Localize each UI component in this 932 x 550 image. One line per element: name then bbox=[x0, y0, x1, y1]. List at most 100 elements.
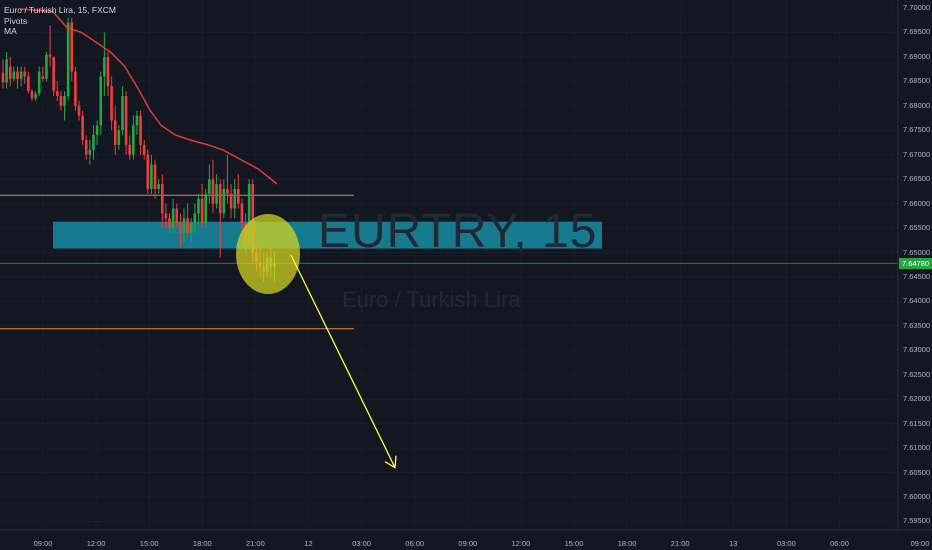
candle-body bbox=[70, 22, 74, 72]
candle-body bbox=[16, 71, 19, 79]
candle-body bbox=[229, 193, 233, 209]
time-tick-label: 09:00 bbox=[910, 539, 930, 548]
candle-body bbox=[84, 140, 88, 155]
legend-pivots[interactable]: Pivots bbox=[4, 15, 28, 26]
time-tick-label: 18:00 bbox=[617, 539, 637, 548]
candle-body bbox=[135, 115, 139, 126]
price-tick-label: 7.66500 bbox=[903, 174, 931, 184]
price-tick-label: 7.63500 bbox=[903, 320, 931, 330]
candle-body bbox=[88, 149, 92, 155]
current-price-badge: 7.64780 bbox=[899, 258, 932, 269]
moving-average-line bbox=[19, 8, 278, 185]
candle-body bbox=[23, 71, 27, 77]
time-tick-label: 15:00 bbox=[564, 539, 584, 548]
candle-body bbox=[186, 218, 189, 233]
candle-body bbox=[106, 56, 110, 87]
price-tick-label: 7.63000 bbox=[903, 345, 931, 355]
candle-body bbox=[175, 208, 179, 224]
time-tick-label: 12 bbox=[304, 539, 313, 548]
candle-body bbox=[150, 164, 153, 189]
moving-average-path bbox=[19, 8, 278, 185]
time-tick-label: 13 bbox=[729, 539, 738, 548]
pivot-lines[interactable] bbox=[0, 194, 354, 330]
candle-body bbox=[81, 115, 84, 141]
candle-body bbox=[237, 188, 240, 204]
price-tick-label: 7.68000 bbox=[903, 100, 931, 110]
candle-body bbox=[45, 54, 48, 79]
candle-body bbox=[160, 184, 164, 214]
candle-body bbox=[226, 188, 229, 194]
projection-arrow-line bbox=[290, 254, 396, 468]
candle-body bbox=[77, 105, 81, 116]
candle-body bbox=[30, 91, 34, 99]
candle-body bbox=[113, 120, 117, 145]
time-tick-label: 21:00 bbox=[246, 539, 265, 548]
candle-body bbox=[63, 96, 66, 106]
candle-body bbox=[74, 71, 77, 106]
candle-body bbox=[240, 203, 244, 224]
candle-body bbox=[99, 76, 103, 126]
candle-body bbox=[179, 223, 182, 233]
price-tick-label: 7.62000 bbox=[903, 394, 931, 404]
time-tick-label: 12:00 bbox=[511, 539, 531, 548]
candle-body bbox=[139, 115, 142, 145]
candle-body bbox=[211, 179, 215, 204]
support-zone bbox=[53, 221, 602, 249]
candle-body bbox=[233, 188, 236, 209]
drawing-annotations[interactable] bbox=[236, 214, 397, 469]
price-tick-label: 7.59500 bbox=[903, 516, 931, 526]
price-tick-label: 7.61500 bbox=[903, 418, 931, 428]
candle-body bbox=[27, 76, 30, 92]
candle-body bbox=[168, 218, 171, 229]
time-tick-label: 18:00 bbox=[192, 539, 212, 548]
candle-body bbox=[117, 130, 121, 145]
time-tick-label: 12:00 bbox=[86, 539, 106, 548]
candle-body bbox=[132, 125, 135, 155]
time-tick-label: 09:00 bbox=[458, 539, 478, 548]
candle-body bbox=[92, 135, 95, 150]
candle-body bbox=[95, 125, 99, 136]
time-tick-label: 06:00 bbox=[405, 539, 425, 548]
time-tick-label: 15:00 bbox=[139, 539, 159, 548]
candle-body bbox=[171, 208, 175, 229]
price-tick-label: 7.69000 bbox=[903, 51, 931, 61]
time-tick-label: 03:00 bbox=[777, 539, 796, 548]
candle-body bbox=[124, 96, 128, 145]
candle-body bbox=[103, 56, 106, 77]
candle-body bbox=[157, 184, 160, 189]
candle-body bbox=[5, 59, 8, 83]
support-zone-rectangle[interactable] bbox=[53, 221, 602, 249]
candle-body bbox=[189, 223, 193, 233]
candle-body bbox=[164, 213, 168, 219]
candle-body bbox=[200, 198, 204, 224]
candle-body bbox=[153, 164, 157, 189]
candle-body bbox=[19, 71, 23, 79]
price-tick-label: 7.67500 bbox=[903, 125, 931, 135]
price-tick-label: 7.65000 bbox=[903, 247, 931, 257]
price-tick-label: 7.69500 bbox=[903, 27, 931, 37]
legend-symbol[interactable]: Euro / Turkish Lira, 15, FXCM bbox=[4, 5, 116, 15]
candle-body bbox=[128, 144, 131, 155]
watermark-name: Euro / Turkish Lira bbox=[342, 287, 521, 312]
candle-body bbox=[8, 66, 12, 79]
time-tick-label: 03:00 bbox=[352, 539, 371, 548]
candle-body bbox=[142, 144, 146, 155]
candle-body bbox=[12, 71, 16, 79]
price-tick-label: 7.61000 bbox=[903, 443, 931, 453]
candle-body bbox=[110, 86, 113, 121]
price-tick-label: 7.67000 bbox=[903, 149, 931, 159]
candle-body bbox=[182, 218, 186, 233]
candle-body bbox=[66, 22, 70, 97]
candle-body bbox=[193, 213, 197, 224]
time-tick-label: 21:00 bbox=[670, 539, 690, 548]
price-tick-label: 7.68500 bbox=[903, 76, 931, 86]
legend-ma[interactable]: MA bbox=[4, 26, 17, 36]
price-tick-label: 7.60500 bbox=[903, 467, 931, 477]
time-tick-label: 06:00 bbox=[830, 539, 849, 548]
chart-legend: Euro / Turkish Lira, 15, FXCM Pivots MA bbox=[4, 5, 116, 37]
price-tick-label: 7.65500 bbox=[903, 223, 931, 233]
candle-body bbox=[59, 96, 63, 106]
candle-body bbox=[197, 198, 200, 214]
chart-grid bbox=[0, 0, 898, 530]
